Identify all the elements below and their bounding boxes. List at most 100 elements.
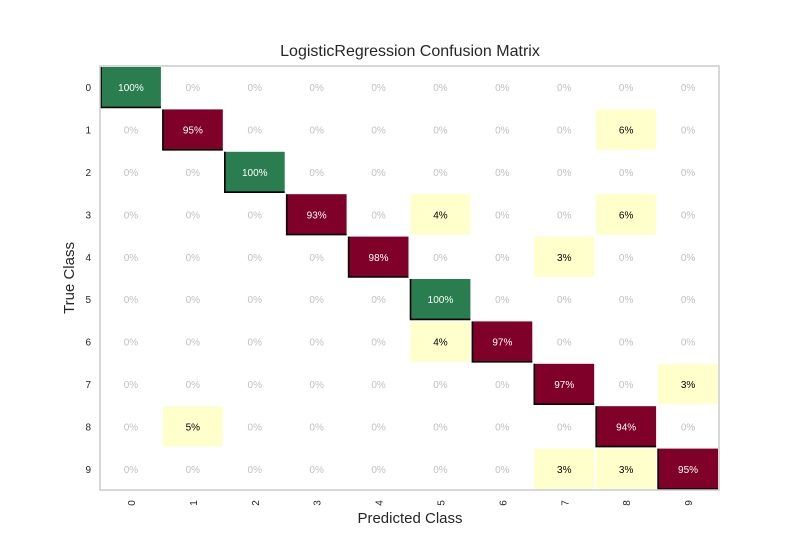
cell-value-label: 0% — [371, 168, 386, 179]
heatmap-cell: 95% — [162, 109, 223, 151]
cell-rect — [658, 151, 718, 193]
cell-value-label: 0% — [309, 83, 324, 94]
cell-rect — [658, 321, 718, 362]
y-tick-label: 1 — [85, 126, 91, 137]
cell-value-label: 0% — [557, 83, 572, 94]
heatmap-cell: 0% — [658, 236, 718, 277]
cell-value-label: 0% — [495, 210, 510, 221]
diagonal-border — [409, 279, 471, 321]
heatmap-cell: 0% — [658, 151, 718, 193]
cell-value-label: 0% — [681, 83, 696, 94]
cell-value-label: 0% — [681, 295, 696, 306]
cell-rect — [472, 151, 533, 193]
heatmap-cell: 0% — [472, 363, 533, 405]
x-tick-label: 9 — [684, 500, 695, 506]
heatmap-cell: 0% — [534, 279, 595, 320]
cell-value-label: 0% — [248, 338, 263, 349]
heatmap-cell: 0% — [101, 151, 161, 193]
cell-rect — [596, 151, 657, 193]
cell-rect — [658, 363, 718, 405]
heatmap-cell: 0% — [348, 67, 409, 108]
heatmap-cell: 0% — [162, 236, 223, 277]
cell-value-label: 0% — [186, 253, 201, 264]
cell-value-label: 0% — [557, 126, 572, 137]
cell-rect — [101, 194, 161, 235]
cell-rect — [534, 279, 595, 320]
heatmap-cell: 0% — [596, 321, 657, 362]
cell-rect — [224, 109, 285, 150]
cell-rect — [472, 321, 533, 362]
cell-value-label: 0% — [681, 253, 696, 264]
cell-value-label: 97% — [492, 338, 512, 349]
heatmap-cell: 93% — [285, 194, 347, 236]
cell-value-label: 0% — [371, 83, 386, 94]
cell-value-label: 0% — [495, 253, 510, 264]
cell-value-label: 0% — [309, 295, 324, 306]
cell-value-label: 0% — [495, 295, 510, 306]
heatmap-cell: 0% — [410, 363, 471, 405]
heatmap-cell: 0% — [596, 236, 657, 277]
cell-rect — [472, 363, 533, 405]
cell-rect — [224, 194, 285, 235]
cell-value-label: 0% — [433, 126, 448, 137]
heatmap-cell: 0% — [596, 279, 657, 320]
heatmap-cell: 0% — [472, 194, 533, 235]
cell-value-label: 0% — [433, 380, 448, 391]
heatmap-cell: 0% — [596, 67, 657, 108]
cell-value-label: 0% — [309, 465, 324, 476]
cell-value-label: 0% — [248, 295, 263, 306]
cell-rect — [348, 363, 409, 405]
cell-rect — [596, 194, 657, 235]
cell-value-label: 0% — [371, 422, 386, 433]
cell-value-label: 0% — [495, 422, 510, 433]
heatmap-cell: 0% — [101, 109, 161, 150]
cell-value-label: 0% — [681, 210, 696, 221]
heatmap-cell: 0% — [224, 109, 285, 150]
cell-rect — [224, 406, 285, 447]
cell-rect — [286, 321, 347, 362]
cell-value-label: 0% — [557, 210, 572, 221]
heatmap-cell: 0% — [658, 194, 718, 235]
diagonal-border — [595, 406, 657, 448]
cell-rect — [224, 363, 285, 405]
heatmap-cell: 0% — [101, 448, 161, 489]
x-tick-label: 6 — [498, 500, 509, 506]
diagonal-border — [224, 151, 285, 193]
cell-value-label: 0% — [186, 210, 201, 221]
cell-value-label: 0% — [681, 422, 696, 433]
heatmap-cell: 0% — [162, 151, 223, 193]
cell-rect — [410, 321, 471, 362]
heatmap-cell: 0% — [472, 279, 533, 320]
cell-rect — [658, 406, 718, 447]
heatmap-cell: 0% — [658, 406, 718, 447]
cell-rect — [101, 279, 161, 320]
cell-rect — [286, 67, 347, 108]
cell-rect — [658, 448, 718, 489]
heatmap-cell: 0% — [286, 67, 347, 108]
cell-rect — [348, 109, 409, 150]
cell-rect — [162, 194, 223, 235]
cell-value-label: 6% — [619, 210, 634, 221]
cell-value-label: 95% — [678, 465, 698, 476]
cell-rect — [534, 363, 595, 405]
cell-rect — [286, 448, 347, 489]
cell-rect — [224, 448, 285, 489]
heatmap-cell: 0% — [596, 151, 657, 193]
heatmap-cell: 0% — [534, 194, 595, 235]
cell-rect — [224, 151, 285, 193]
heatmap-cell: 0% — [224, 448, 285, 489]
cell-value-label: 0% — [495, 83, 510, 94]
cell-rect — [224, 67, 285, 108]
cell-rect — [410, 363, 471, 405]
cell-rect — [224, 279, 285, 320]
cell-rect — [162, 448, 223, 489]
heatmap-cell: 100% — [100, 67, 161, 109]
cell-rect — [472, 236, 533, 277]
heatmap-cell: 3% — [596, 448, 657, 489]
cell-value-label: 0% — [681, 126, 696, 137]
cell-value-label: 0% — [309, 338, 324, 349]
cell-value-label: 0% — [557, 422, 572, 433]
cell-rect — [410, 236, 471, 277]
cell-value-label: 0% — [124, 380, 139, 391]
